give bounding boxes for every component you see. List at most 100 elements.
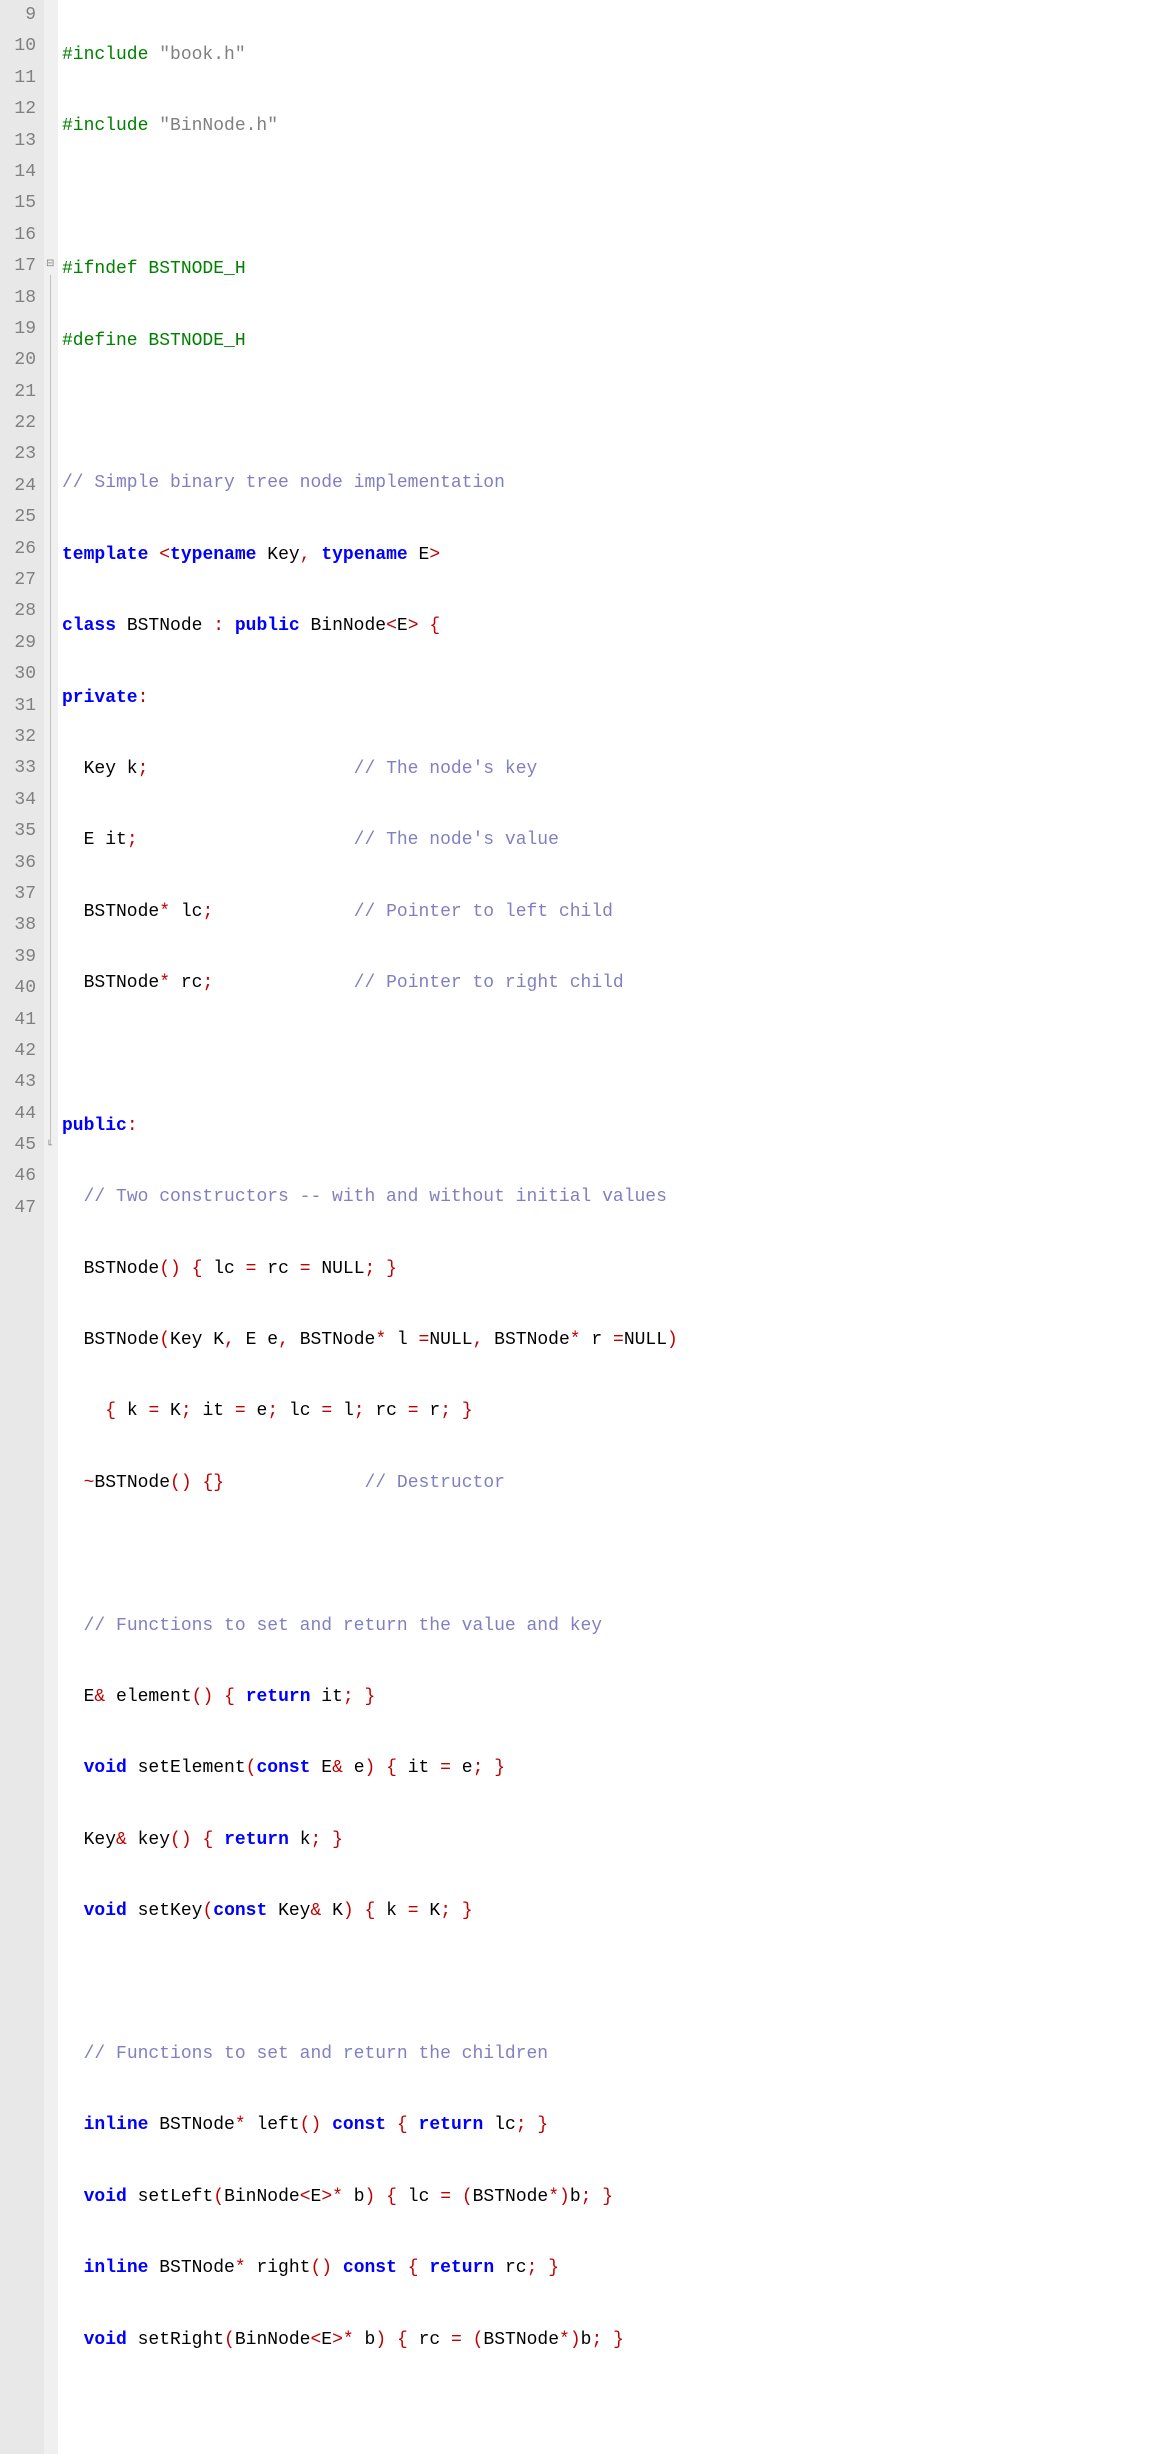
- token-pun: >*: [332, 2330, 354, 2350]
- code-line[interactable]: template <typename Key, typename E>: [62, 540, 1152, 571]
- token-id: setRight: [127, 2330, 224, 2350]
- token-pun: }: [613, 2330, 624, 2350]
- code-line[interactable]: void setElement(const E& e) { it = e; }: [62, 1753, 1152, 1784]
- token-id: [451, 1901, 462, 1921]
- token-id: [181, 1259, 192, 1279]
- token-pun: {: [105, 1401, 116, 1421]
- token-id: rc: [365, 1401, 408, 1421]
- line-number: 42: [4, 1036, 36, 1067]
- token-id: [375, 2187, 386, 2207]
- token-id: [213, 973, 353, 993]
- token-id: [602, 2330, 613, 2350]
- token-pun: <: [386, 616, 397, 636]
- code-line[interactable]: inline BSTNode* right() const { return r…: [62, 2253, 1152, 2284]
- code-line[interactable]: E& element() { return it; }: [62, 1682, 1152, 1713]
- code-line[interactable]: class BSTNode : public BinNode<E> {: [62, 611, 1152, 642]
- token-pun: ;: [527, 2258, 538, 2278]
- token-id: Key K: [170, 1330, 224, 1350]
- token-kw: void: [84, 2187, 127, 2207]
- line-number: 43: [4, 1067, 36, 1098]
- token-id: BSTNode: [116, 616, 213, 636]
- token-pun: *: [235, 2115, 246, 2135]
- token-pun: <: [159, 545, 170, 565]
- token-pun: }: [602, 2187, 613, 2207]
- code-line[interactable]: Key k; // The node's key: [62, 754, 1152, 785]
- code-line[interactable]: BSTNode() { lc = rc = NULL; }: [62, 1254, 1152, 1285]
- token-id: [375, 1758, 386, 1778]
- token-pun: ;: [311, 1830, 322, 1850]
- token-pun: {: [397, 2330, 408, 2350]
- code-line[interactable]: [62, 183, 1152, 214]
- code-line[interactable]: void setLeft(BinNode<E>* b) { lc = (BSTN…: [62, 2182, 1152, 2213]
- token-id: lc: [202, 1259, 245, 1279]
- code-line[interactable]: // Simple binary tree node implementatio…: [62, 468, 1152, 499]
- code-line[interactable]: [62, 2396, 1152, 2427]
- token-id: [332, 2258, 343, 2278]
- token-pun: *): [559, 2330, 581, 2350]
- token-pun: :: [127, 1116, 138, 1136]
- code-area[interactable]: #include "book.h" #include "BinNode.h" #…: [58, 0, 1152, 2454]
- code-line[interactable]: BSTNode* lc; // Pointer to left child: [62, 897, 1152, 928]
- code-line[interactable]: [62, 397, 1152, 428]
- token-pun: {: [202, 1830, 213, 1850]
- token-pun: ~: [84, 1473, 95, 1493]
- token-id: e: [451, 1758, 473, 1778]
- token-pun: {: [365, 1901, 376, 1921]
- code-line[interactable]: BSTNode* rc; // Pointer to right child: [62, 968, 1152, 999]
- code-line[interactable]: inline BSTNode* left() const { return lc…: [62, 2110, 1152, 2141]
- fold-collapse-icon[interactable]: ⊟: [46, 260, 54, 270]
- code-line[interactable]: void setKey(const Key& K) { k = K; }: [62, 1896, 1152, 1927]
- token-id: lc: [278, 1401, 321, 1421]
- token-id: [397, 2258, 408, 2278]
- token-id: [62, 2044, 84, 2064]
- token-cm: // Simple binary tree node implementatio…: [62, 473, 505, 493]
- token-pun: =: [451, 2330, 462, 2350]
- token-pun: =: [300, 1259, 311, 1279]
- token-pp: #include: [62, 45, 159, 65]
- token-id: [62, 2258, 84, 2278]
- code-line[interactable]: #include "BinNode.h": [62, 111, 1152, 142]
- code-line[interactable]: public:: [62, 1111, 1152, 1142]
- token-id: r: [419, 1401, 441, 1421]
- code-line[interactable]: // Functions to set and return the child…: [62, 2039, 1152, 2070]
- token-pun: ;: [127, 830, 138, 850]
- token-kw: public: [62, 1116, 127, 1136]
- line-number: 27: [4, 565, 36, 596]
- code-line[interactable]: void setRight(BinNode<E>* b) { rc = (BST…: [62, 2325, 1152, 2356]
- token-pun: ,: [300, 545, 311, 565]
- token-id: [375, 1259, 386, 1279]
- line-number: 25: [4, 502, 36, 533]
- token-id: rc: [494, 2258, 526, 2278]
- token-id: BSTNode: [62, 1259, 159, 1279]
- code-line[interactable]: #ifndef BSTNODE_H: [62, 254, 1152, 285]
- code-line[interactable]: E it; // The node's value: [62, 825, 1152, 856]
- code-line[interactable]: Key& key() { return k; }: [62, 1825, 1152, 1856]
- token-id: k: [289, 1830, 311, 1850]
- token-id: k: [375, 1901, 407, 1921]
- code-line[interactable]: ~BSTNode() {} // Destructor: [62, 1468, 1152, 1499]
- token-pun: (: [246, 1758, 257, 1778]
- token-pun: }: [537, 2115, 548, 2135]
- code-line[interactable]: BSTNode(Key K, E e, BSTNode* l =NULL, BS…: [62, 1325, 1152, 1356]
- code-line[interactable]: [62, 1968, 1152, 1999]
- fold-end-icon: └: [46, 1142, 52, 1152]
- token-id: BinNode: [300, 616, 386, 636]
- token-id: [451, 1401, 462, 1421]
- code-line[interactable]: [62, 1039, 1152, 1070]
- code-line[interactable]: #include "book.h": [62, 40, 1152, 71]
- token-pun: ;: [267, 1401, 278, 1421]
- token-id: NULL: [429, 1330, 472, 1350]
- token-id: [192, 1473, 203, 1493]
- line-number: 45: [4, 1130, 36, 1161]
- code-line[interactable]: [62, 1539, 1152, 1570]
- code-line[interactable]: // Functions to set and return the value…: [62, 1611, 1152, 1642]
- code-line[interactable]: { k = K; it = e; lc = l; rc = r; }: [62, 1396, 1152, 1427]
- token-id: K: [419, 1901, 441, 1921]
- token-cm: // Pointer to left child: [354, 902, 613, 922]
- token-id: [537, 2258, 548, 2278]
- token-pun: }: [365, 1687, 376, 1707]
- code-line[interactable]: private:: [62, 683, 1152, 714]
- code-line[interactable]: #define BSTNODE_H: [62, 326, 1152, 357]
- fold-margin[interactable]: ⊟ └: [44, 0, 58, 2454]
- code-line[interactable]: // Two constructors -- with and without …: [62, 1182, 1152, 1213]
